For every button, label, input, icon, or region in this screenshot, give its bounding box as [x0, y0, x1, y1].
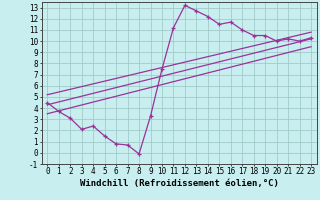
X-axis label: Windchill (Refroidissement éolien,°C): Windchill (Refroidissement éolien,°C) — [80, 179, 279, 188]
